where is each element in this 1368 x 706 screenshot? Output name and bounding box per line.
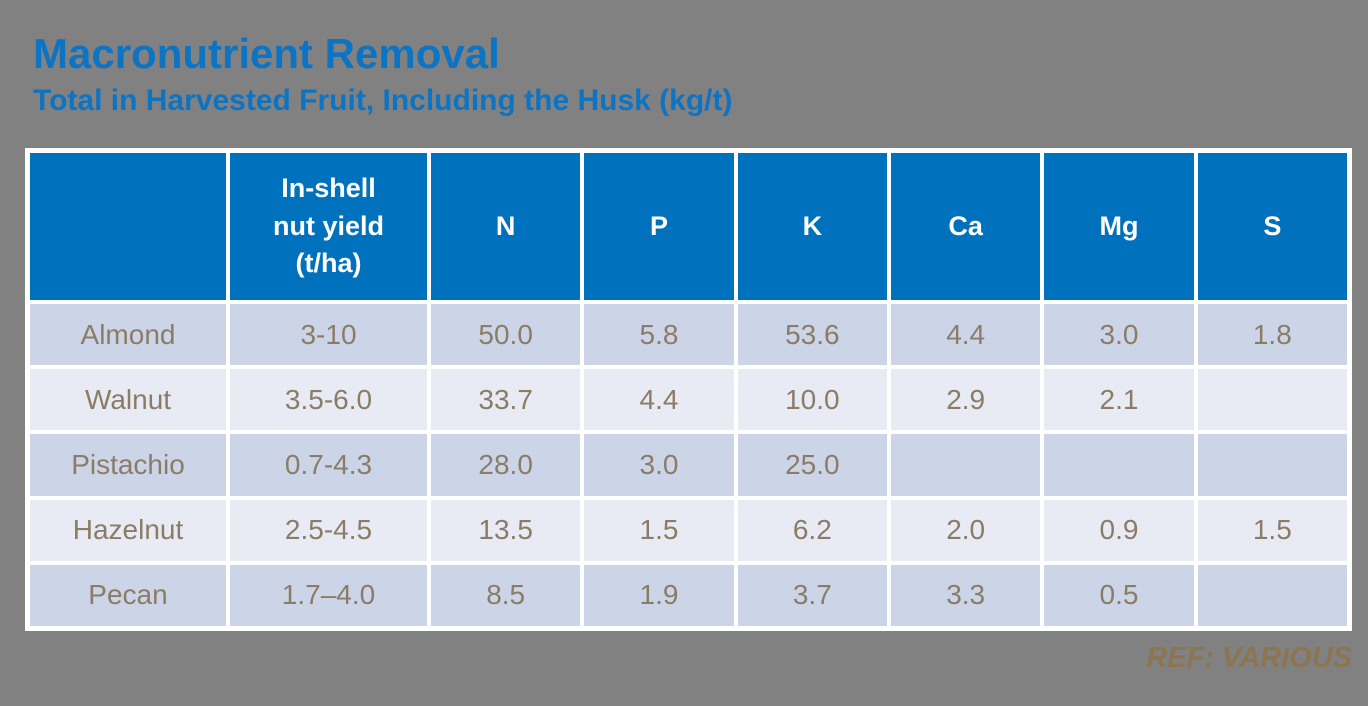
value-cell: 3.0	[584, 434, 734, 496]
value-cell: 6.2	[737, 499, 887, 561]
crop-label: Pecan	[30, 564, 226, 626]
crop-label: Almond	[30, 304, 226, 366]
col-header-p: P	[584, 153, 734, 300]
value-cell: 2.9	[890, 369, 1041, 431]
value-cell: 28.0	[431, 434, 581, 496]
col-header-ca: Ca	[890, 153, 1041, 300]
value-cell	[1197, 564, 1347, 626]
page-subtitle: Total in Harvested Fruit, Including the …	[33, 84, 733, 117]
value-cell: 1.7–4.0	[230, 564, 427, 626]
value-cell	[1044, 434, 1194, 496]
value-cell: 3.5-6.0	[230, 369, 427, 431]
value-cell: 0.9	[1044, 499, 1194, 561]
value-cell: 4.4	[890, 304, 1041, 366]
page-title: Macronutrient Removal	[33, 30, 500, 77]
col-header-yield: In-shell nut yield (t/ha)	[230, 153, 427, 300]
col-header-s: S	[1197, 153, 1347, 300]
value-cell: 50.0	[431, 304, 581, 366]
value-cell: 33.7	[431, 369, 581, 431]
macronutrient-table: In-shell nut yield (t/ha) N P K Ca Mg S …	[25, 148, 1352, 631]
value-cell	[1197, 369, 1347, 431]
crop-label: Hazelnut	[30, 499, 226, 561]
value-cell: 3.0	[1044, 304, 1194, 366]
value-cell: 8.5	[431, 564, 581, 626]
value-cell: 4.4	[584, 369, 734, 431]
value-cell	[1197, 434, 1347, 496]
value-cell	[890, 434, 1041, 496]
value-cell: 10.0	[737, 369, 887, 431]
value-cell: 0.5	[1044, 564, 1194, 626]
value-cell: 25.0	[737, 434, 887, 496]
value-cell: 53.6	[737, 304, 887, 366]
value-cell: 13.5	[431, 499, 581, 561]
value-cell: 2.1	[1044, 369, 1194, 431]
value-cell: 5.8	[584, 304, 734, 366]
value-cell: 0.7-4.3	[230, 434, 427, 496]
value-cell: 2.0	[890, 499, 1041, 561]
value-cell: 2.5-4.5	[230, 499, 427, 561]
value-cell: 3-10	[230, 304, 427, 366]
col-header-mg: Mg	[1044, 153, 1194, 300]
crop-label: Walnut	[30, 369, 226, 431]
col-header-k: K	[737, 153, 887, 300]
reference-note: REF: VARIOUS	[1146, 642, 1352, 674]
col-header-n: N	[431, 153, 581, 300]
value-cell: 1.5	[584, 499, 734, 561]
crop-label: Pistachio	[30, 434, 226, 496]
value-cell: 3.7	[737, 564, 887, 626]
value-cell: 3.3	[890, 564, 1041, 626]
value-cell: 1.5	[1197, 499, 1347, 561]
value-cell: 1.9	[584, 564, 734, 626]
col-header-blank	[30, 153, 226, 300]
value-cell: 1.8	[1197, 304, 1347, 366]
